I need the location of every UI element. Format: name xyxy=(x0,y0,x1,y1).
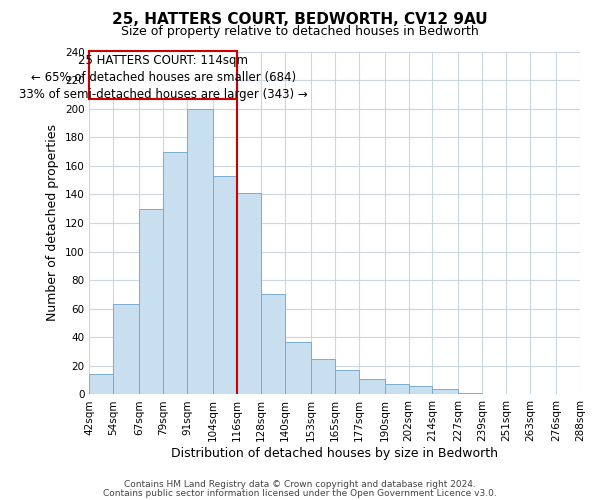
Bar xyxy=(359,378,385,394)
Bar xyxy=(237,193,261,394)
Bar xyxy=(311,358,335,394)
Bar xyxy=(335,370,359,394)
Bar xyxy=(163,152,187,394)
Text: Contains HM Land Registry data © Crown copyright and database right 2024.: Contains HM Land Registry data © Crown c… xyxy=(124,480,476,489)
Text: 25, HATTERS COURT, BEDWORTH, CV12 9AU: 25, HATTERS COURT, BEDWORTH, CV12 9AU xyxy=(112,12,488,28)
Text: Contains public sector information licensed under the Open Government Licence v3: Contains public sector information licen… xyxy=(103,488,497,498)
Y-axis label: Number of detached properties: Number of detached properties xyxy=(46,124,59,322)
Bar xyxy=(433,388,458,394)
Bar xyxy=(89,374,113,394)
Bar xyxy=(261,294,285,394)
Bar xyxy=(285,342,311,394)
X-axis label: Distribution of detached houses by size in Bedworth: Distribution of detached houses by size … xyxy=(171,447,498,460)
Bar xyxy=(213,176,237,394)
Bar xyxy=(385,384,409,394)
Text: 25 HATTERS COURT: 114sqm
← 65% of detached houses are smaller (684)
33% of semi-: 25 HATTERS COURT: 114sqm ← 65% of detach… xyxy=(19,54,308,102)
Bar xyxy=(187,108,213,395)
Text: Size of property relative to detached houses in Bedworth: Size of property relative to detached ho… xyxy=(121,25,479,38)
Bar xyxy=(139,208,163,394)
Bar xyxy=(113,304,139,394)
Bar xyxy=(89,52,237,98)
Bar xyxy=(458,393,482,394)
Bar xyxy=(409,386,433,394)
